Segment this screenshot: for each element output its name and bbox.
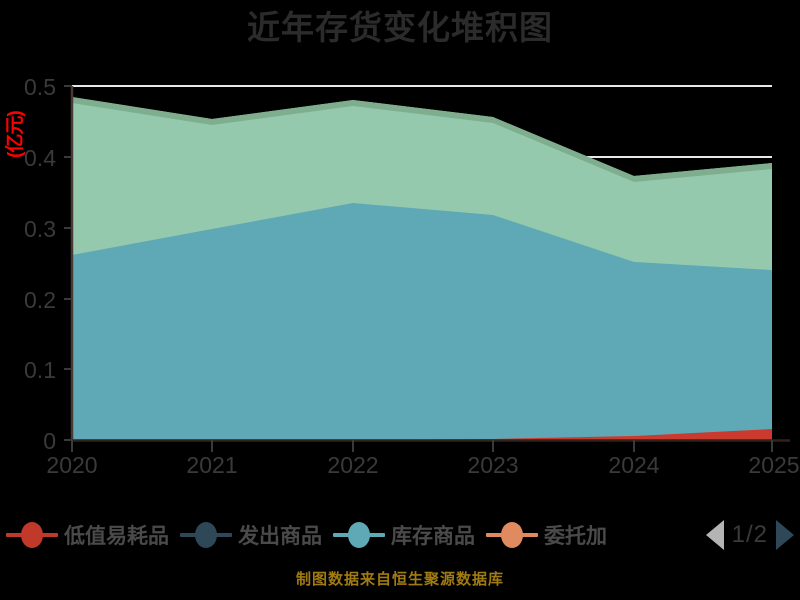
y-tick-label-0.5: 0.5 xyxy=(24,74,56,100)
y-tick-label-0.1: 0.1 xyxy=(24,357,56,383)
y-tick-label-0.3: 0.3 xyxy=(24,216,56,242)
stacked-area-svg xyxy=(64,85,790,452)
x-axis-ticks xyxy=(71,440,773,452)
legend-label: 发出商品 xyxy=(238,525,322,548)
footer-source-note: 制图数据来自恒生聚源数据库 xyxy=(295,571,504,588)
legend-item-consigned-processing[interactable]: 委托加 xyxy=(486,520,607,550)
legend-item-inventory-goods[interactable]: 库存商品 xyxy=(333,520,475,550)
legend-marker-icon xyxy=(333,522,385,548)
y-tick-label-0: 0 xyxy=(43,428,56,454)
x-tick-label-2025: 2025 xyxy=(748,452,800,478)
series-area-toplayer xyxy=(72,97,772,182)
x-tick-label-2021: 2021 xyxy=(186,452,238,478)
y-tick-label-0.4: 0.4 xyxy=(24,145,56,171)
series-area-red xyxy=(72,429,772,441)
chart-legend: 低值易耗品 发出商品 库存商品 委托加 1/2 xyxy=(0,508,800,562)
legend-item-goods-dispatched[interactable]: 发出商品 xyxy=(180,520,322,550)
series-area-blue xyxy=(72,203,772,440)
y-tick-label-0.2: 0.2 xyxy=(24,287,56,313)
x-tick-label-2024: 2024 xyxy=(608,452,660,478)
triangle-left-icon[interactable] xyxy=(705,520,724,550)
legend-marker-icon xyxy=(6,522,58,548)
legend-label: 低值易耗品 xyxy=(64,525,169,548)
plot-area: (亿元) 0.5 0.4 0.3 0.2 0.1 0 2020 2021 202… xyxy=(5,74,800,478)
page-title: 近年存货变化堆积图 xyxy=(247,9,553,46)
legend-marker-icon xyxy=(486,522,538,548)
legend-pager: 1/2 xyxy=(705,520,794,550)
pager-indicator: 1/2 xyxy=(731,521,768,548)
legend-marker-icon xyxy=(180,522,232,548)
y-axis-ticks xyxy=(64,85,72,441)
legend-label: 委托加 xyxy=(544,525,607,548)
x-tick-label-2023: 2023 xyxy=(467,452,519,478)
x-tick-label-2022: 2022 xyxy=(327,452,379,478)
legend-label: 库存商品 xyxy=(391,525,475,548)
legend-item-low-value-consumables[interactable]: 低值易耗品 xyxy=(6,520,169,550)
triangle-right-icon[interactable] xyxy=(776,520,794,550)
x-tick-label-2020: 2020 xyxy=(46,452,98,478)
